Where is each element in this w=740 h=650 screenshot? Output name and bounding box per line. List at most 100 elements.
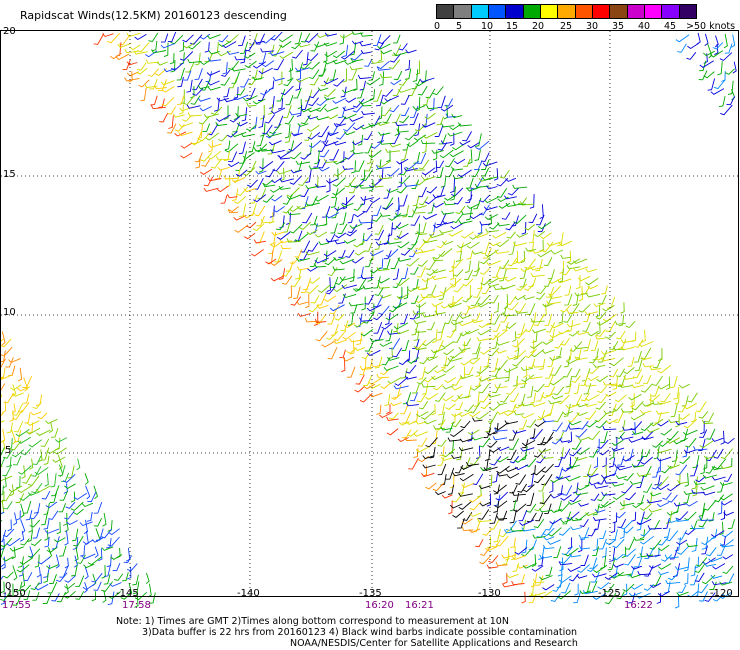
wind-barb <box>556 574 563 589</box>
wind-barb <box>545 386 556 397</box>
wind-barb <box>391 222 402 230</box>
wind-barb <box>314 150 320 165</box>
wind-barb <box>270 240 284 248</box>
wind-barb <box>388 213 402 221</box>
wind-barb <box>290 296 302 306</box>
wind-barb <box>537 249 553 258</box>
wind-barb <box>493 528 501 543</box>
wind-barb <box>260 104 265 120</box>
wind-barb <box>373 276 381 289</box>
wind-barb <box>562 410 573 416</box>
wind-barb <box>477 224 483 235</box>
wind-barb <box>84 473 89 485</box>
wind-barb <box>392 268 400 281</box>
colorbar-label: 0 <box>434 21 441 32</box>
wind-barb <box>140 87 147 102</box>
wind-barb <box>451 114 463 119</box>
wind-barb <box>631 511 637 522</box>
wind-barb <box>471 250 483 255</box>
wind-barb <box>533 313 545 326</box>
wind-barb <box>385 248 399 258</box>
wind-barb <box>329 276 339 289</box>
wind-barb <box>203 176 214 187</box>
wind-barb <box>605 391 617 397</box>
wind-barb <box>340 320 349 332</box>
wind-barb <box>657 383 671 390</box>
wind-barb <box>431 301 444 307</box>
wind-barb <box>340 86 347 98</box>
wind-barb <box>15 475 21 489</box>
wind-barb <box>604 572 618 580</box>
wind-barb <box>351 160 356 174</box>
wind-barb <box>597 582 610 590</box>
wind-barb <box>582 322 591 332</box>
wind-barb <box>280 85 294 96</box>
wind-barb <box>499 510 508 521</box>
wind-barb <box>350 340 355 355</box>
wind-barb <box>323 51 328 63</box>
wind-barb <box>468 528 481 534</box>
wind-barb <box>445 167 455 178</box>
wind-barb <box>227 209 239 214</box>
wind-barb <box>107 591 115 606</box>
wind-barb <box>402 205 410 218</box>
wind-barb <box>276 88 286 102</box>
wind-barb <box>339 34 345 45</box>
wind-barb <box>282 194 293 205</box>
wind-barb <box>58 503 67 513</box>
wind-barb <box>361 350 372 360</box>
wind-barb <box>49 574 57 584</box>
wind-barb <box>683 494 690 504</box>
wind-barb <box>698 411 709 419</box>
wind-barb <box>657 571 669 576</box>
wind-barb <box>731 34 736 48</box>
wind-barb <box>713 448 724 459</box>
wind-barb <box>442 240 454 246</box>
wind-barb <box>483 356 490 368</box>
wind-barb <box>612 437 618 451</box>
wind-barb <box>439 149 454 159</box>
wind-barb <box>394 230 403 240</box>
wind-barb <box>351 30 364 35</box>
wind-barb <box>714 35 719 48</box>
wind-barb <box>636 474 645 489</box>
wind-barb <box>438 286 447 300</box>
wind-barb <box>344 176 356 188</box>
wind-barb <box>180 142 193 149</box>
wind-barb <box>660 393 671 403</box>
wind-barb <box>422 132 438 139</box>
wind-barb <box>366 358 373 369</box>
wind-barb <box>437 463 447 476</box>
wind-barb <box>206 34 221 40</box>
time-label: 16:22 <box>624 600 653 611</box>
wind-barb <box>649 582 662 589</box>
time-label: 17:58 <box>122 600 151 611</box>
wind-barb <box>397 241 410 249</box>
wind-barb <box>332 59 347 65</box>
wind-barb <box>289 205 301 213</box>
wind-barb <box>723 511 734 516</box>
wind-barb <box>474 183 490 188</box>
wind-barb <box>574 344 588 350</box>
wind-barb <box>344 60 357 65</box>
wind-barb <box>531 402 546 408</box>
wind-barb <box>420 139 436 145</box>
wind-barb <box>110 52 122 60</box>
wind-barb <box>51 593 60 602</box>
wind-barb <box>398 77 409 86</box>
wind-barb <box>597 475 607 485</box>
wind-barb <box>619 528 626 539</box>
wind-barb <box>566 320 574 332</box>
wind-barb <box>400 313 409 325</box>
wind-barb <box>574 456 588 461</box>
wind-barb <box>258 158 264 173</box>
wind-barb <box>411 79 421 90</box>
wind-barb <box>471 168 480 178</box>
wind-barb <box>486 260 501 266</box>
wind-barb <box>535 214 545 226</box>
wind-barb <box>458 447 474 452</box>
wind-barb <box>458 320 474 327</box>
wind-barb <box>247 179 258 188</box>
wind-barb <box>412 166 426 171</box>
wind-barb <box>653 358 662 369</box>
